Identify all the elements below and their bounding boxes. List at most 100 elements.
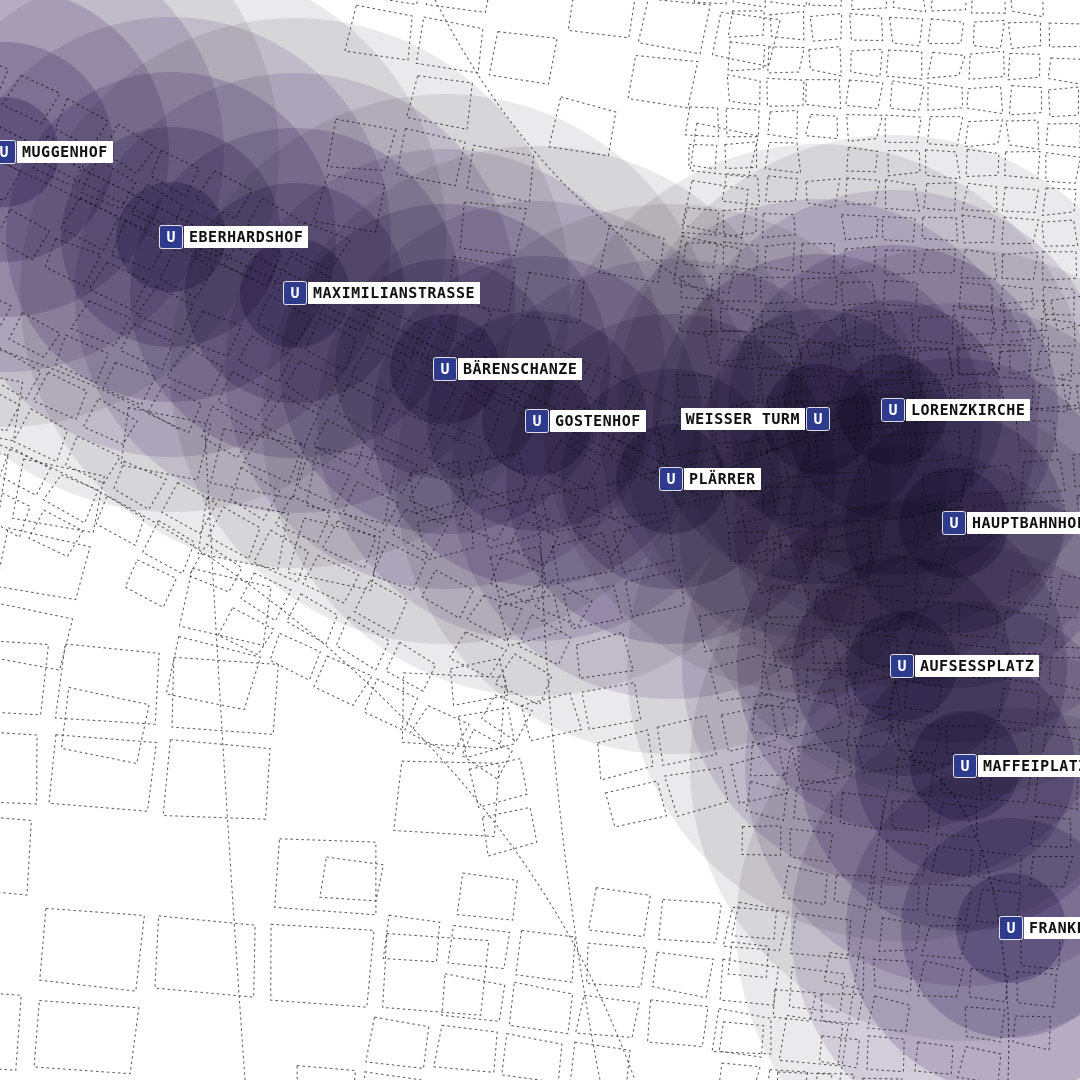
street-path xyxy=(178,567,272,646)
street-path xyxy=(409,705,470,756)
street-path xyxy=(296,1065,357,1080)
station-label: BÄRENSCHANZE xyxy=(458,358,583,380)
street-path xyxy=(971,0,1006,14)
station-label: WEISSER TURM xyxy=(680,408,805,430)
station-marker-gostenhof[interactable]: U GOSTENHOF xyxy=(526,410,646,432)
street-path xyxy=(434,0,851,353)
street-path xyxy=(927,18,965,45)
station-marker-maffeiplatz[interactable]: U MAFFEIPLATZ xyxy=(954,755,1080,777)
street-path xyxy=(770,0,808,7)
street-path xyxy=(425,0,495,14)
station-marker-maximilianstrasse[interactable]: U MAXIMILIANSTRASSE xyxy=(284,282,481,304)
street-path xyxy=(968,50,1005,80)
street-path xyxy=(764,141,802,174)
street-path xyxy=(769,10,805,41)
street-path xyxy=(845,79,884,110)
street-path xyxy=(274,838,377,916)
street-path xyxy=(1045,122,1080,149)
station-marker-muggenhof[interactable]: U MUGGENHOF xyxy=(0,141,113,163)
station-marker-eberhardshof[interactable]: U EBERHARDSHOF xyxy=(160,226,309,248)
station-label: PLÄRRER xyxy=(684,468,761,490)
street-path xyxy=(363,678,419,732)
street-path xyxy=(1047,57,1080,85)
street-path xyxy=(569,1041,631,1080)
street-path xyxy=(0,527,91,601)
street-path xyxy=(1045,152,1080,184)
street-path xyxy=(646,999,709,1048)
station-label: MAXIMILIANSTRASSE xyxy=(308,282,481,304)
station-label: HAUPTBAHNHOF xyxy=(967,512,1080,534)
station-marker-pl-rrer[interactable]: U PLÄRRER xyxy=(660,468,761,490)
street-path xyxy=(930,0,968,12)
street-path xyxy=(851,0,887,11)
street-path xyxy=(319,856,385,902)
street-path xyxy=(217,607,275,656)
street-path xyxy=(637,0,711,55)
street-path xyxy=(574,994,640,1038)
station-marker-b-renschanze[interactable]: U BÄRENSCHANZE xyxy=(434,358,583,380)
ubahn-logo-icon: U xyxy=(882,399,904,421)
street-path xyxy=(808,0,843,7)
station-marker-hauptbahnhof[interactable]: U HAUPTBAHNHOF xyxy=(943,512,1080,534)
street-path xyxy=(1047,86,1080,118)
street-path xyxy=(508,981,574,1035)
street-path xyxy=(727,10,765,38)
street-path xyxy=(365,1016,430,1070)
station-label: AUFSESSPLATZ xyxy=(915,655,1040,677)
street-path xyxy=(456,872,518,921)
street-path xyxy=(335,616,390,671)
station-marker-lorenzkirche[interactable]: U LORENZKIRCHE xyxy=(882,399,1031,421)
street-path xyxy=(809,12,843,42)
street-path xyxy=(1005,119,1040,150)
ubahn-logo-icon: U xyxy=(943,512,965,534)
street-path xyxy=(154,915,256,998)
street-path xyxy=(966,85,1004,115)
street-path xyxy=(888,16,924,47)
street-path xyxy=(849,13,884,42)
ubahn-logo-icon: U xyxy=(434,358,456,380)
street-path xyxy=(804,113,839,140)
street-path xyxy=(382,914,441,963)
ubahn-logo-icon: U xyxy=(0,141,15,163)
street-path xyxy=(1007,52,1041,81)
station-marker-weisser-turm[interactable]: U WEISSER TURM xyxy=(680,408,829,430)
ubahn-logo-icon: U xyxy=(1000,917,1022,939)
street-path xyxy=(964,119,1003,148)
street-path xyxy=(730,0,766,8)
station-label: MAFFEIPLATZ xyxy=(978,755,1080,777)
street-path xyxy=(382,932,490,1016)
street-path xyxy=(0,987,22,1071)
street-path xyxy=(1048,22,1080,48)
street-path xyxy=(269,632,322,681)
street-path xyxy=(363,1071,423,1080)
ubahn-logo-icon: U xyxy=(660,468,682,490)
ubahn-logo-icon: U xyxy=(160,226,182,248)
street-block-zone xyxy=(0,637,507,1080)
street-path xyxy=(587,887,651,938)
street-path xyxy=(767,46,805,74)
street-path xyxy=(766,77,805,107)
street-path xyxy=(0,1078,19,1080)
street-path xyxy=(718,1021,765,1058)
street-path xyxy=(604,780,668,828)
street-path xyxy=(33,999,140,1075)
street-path xyxy=(885,49,923,80)
street-path xyxy=(165,635,262,711)
ubahn-logo-icon: U xyxy=(284,282,306,304)
street-path xyxy=(0,487,31,539)
street-path xyxy=(727,41,766,72)
street-path xyxy=(927,82,963,111)
street-path xyxy=(808,46,842,77)
street-path xyxy=(586,942,648,988)
station-marker-aufsessplatz[interactable]: U AUFSESSPLATZ xyxy=(891,655,1040,677)
street-path xyxy=(1007,21,1042,50)
street-path xyxy=(711,11,781,68)
street-path xyxy=(270,923,375,1008)
street-path xyxy=(846,114,884,142)
street-path xyxy=(726,74,761,106)
street-path xyxy=(0,637,50,716)
street-path xyxy=(488,31,558,85)
station-marker-frankenstrasse[interactable]: U FRANKENSTRASSE xyxy=(1000,917,1080,939)
street-path xyxy=(60,686,150,765)
